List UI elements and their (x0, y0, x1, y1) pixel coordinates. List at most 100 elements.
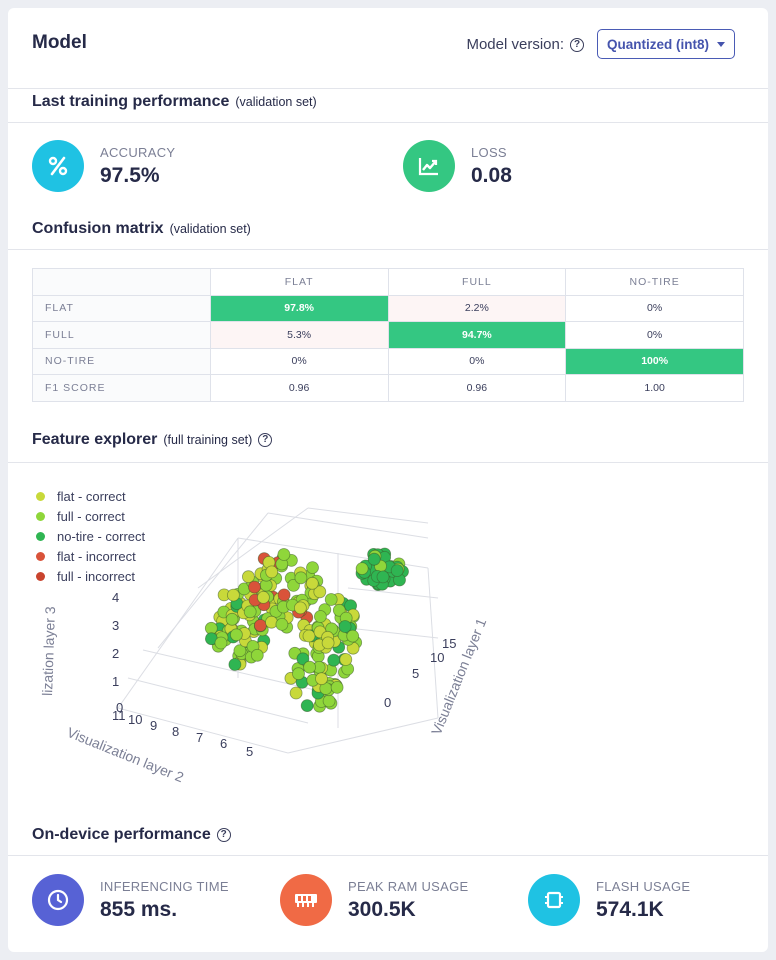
legend-swatch (36, 571, 45, 581)
scatter-point (322, 694, 336, 708)
model-version-select[interactable]: Quantized (int8) (597, 29, 735, 59)
page-title: Model (32, 32, 87, 53)
x-tick: 5 (246, 744, 253, 759)
scatter-point (300, 699, 314, 713)
row-header: FULL (32, 321, 211, 349)
model-version-text: Model version: (466, 36, 564, 53)
scatter-point (275, 617, 289, 631)
scatter-point (228, 658, 242, 671)
scatter-point (303, 660, 317, 674)
scatter-point (277, 548, 291, 561)
legend-swatch (36, 531, 45, 541)
scatter-point (250, 648, 264, 662)
f1-cell: 0.96 (209, 374, 389, 402)
y-tick: 10 (430, 650, 444, 665)
chart-line-icon (403, 140, 455, 192)
flash-usage-stat: FLASH USAGE 574.1K (528, 874, 690, 926)
table-header-row: FLAT FULL NO-TIRE (32, 268, 744, 296)
x-tick: 6 (220, 736, 227, 751)
z-tick: 4 (112, 590, 119, 605)
scatter-point (306, 561, 319, 574)
confusion-section-title: Confusion matrix (validation set) (32, 220, 251, 238)
z-axis-title: lization layer 3 (39, 606, 58, 696)
inferencing-value: 855 ms. (100, 897, 178, 921)
scatter-point (241, 570, 255, 584)
inferencing-time-stat: INFERENCING TIME 855 ms. (32, 874, 229, 926)
accuracy-stat: ACCURACY 97.5% (32, 140, 175, 192)
scatter-point (229, 628, 243, 642)
z-tick: 0 (116, 700, 123, 715)
model-card: Model Model version: ? Quantized (int8) … (8, 8, 768, 952)
scatter-point (339, 653, 353, 666)
scatter-point (305, 576, 319, 590)
scatter-point (338, 620, 352, 633)
matrix-cell: 94.7% (387, 321, 567, 349)
legend-label: no-tire - correct (57, 528, 146, 544)
x-tick: 9 (150, 718, 157, 733)
chip-icon (528, 874, 580, 926)
scatter-point (253, 619, 267, 632)
ram-value: 300.5K (348, 897, 416, 921)
plot-legend: flat - correct full - correct no-tire - … (36, 486, 145, 586)
percent-icon (32, 140, 84, 192)
matrix-cell: 97.8% (209, 294, 389, 322)
scatter-point (390, 564, 404, 577)
scatter-point (214, 636, 228, 650)
column-header: FULL (387, 268, 567, 296)
legend-item[interactable]: full - correct (36, 506, 145, 526)
help-icon[interactable]: ? (570, 37, 584, 52)
legend-swatch (36, 511, 45, 521)
accuracy-label: ACCURACY (100, 144, 176, 160)
legend-item[interactable]: no-tire - correct (36, 526, 145, 546)
plot-grid (117, 507, 439, 754)
table-row: NO-TIRE 0% 0% 100% (32, 347, 744, 375)
table-row: FULL 5.3% 94.7% 0% (32, 321, 744, 349)
x-tick: 11 (112, 708, 126, 723)
scatter-point (302, 629, 316, 643)
help-icon[interactable]: ? (258, 433, 273, 447)
confusion-matrix-table: FLAT FULL NO-TIRE FLAT 97.8% 2.2% 0% FUL… (32, 268, 744, 402)
matrix-cell: 5.3% (209, 321, 389, 349)
scatter-point (313, 585, 327, 599)
model-version-label: Model version: ? (466, 36, 584, 53)
matrix-cell: 0% (387, 347, 567, 375)
scatter-point (313, 610, 327, 623)
scatter-point (321, 636, 335, 650)
legend-label: full - incorrect (57, 568, 136, 584)
matrix-cell: 0% (565, 321, 744, 349)
legend-item[interactable]: full - incorrect (36, 566, 145, 586)
feature-explorer-plot[interactable]: lization layer 3 Visualization layer 2 V… (8, 478, 768, 808)
f1-cell: 1.00 (565, 374, 744, 402)
confusion-title: Confusion matrix (32, 220, 164, 237)
ram-label: PEAK RAM USAGE (348, 878, 469, 894)
scatter-point (256, 591, 270, 604)
explorer-subtitle: (full training set) (163, 433, 253, 447)
scatter-point (327, 653, 341, 667)
divider (8, 855, 768, 856)
plot-points (204, 547, 409, 713)
accuracy-value: 97.5% (100, 163, 160, 187)
z-tick: 2 (112, 646, 119, 661)
model-version-value: Quantized (int8) (607, 36, 709, 52)
scatter-point (233, 644, 247, 658)
divider (8, 249, 768, 250)
matrix-cell: 2.2% (387, 294, 567, 322)
row-header: NO-TIRE (32, 347, 211, 375)
scatter-point (355, 562, 369, 575)
legend-swatch (36, 491, 45, 501)
divider (8, 462, 768, 463)
flash-label: FLASH USAGE (596, 878, 691, 894)
scatter-point (225, 612, 239, 626)
loss-value: 0.08 (471, 163, 512, 187)
legend-item[interactable]: flat - incorrect (36, 546, 145, 566)
scatter-point (330, 680, 344, 694)
model-header: Model Model version: ? Quantized (int8) (8, 8, 768, 78)
x-tick: 10 (128, 712, 142, 727)
scatter-point (293, 601, 307, 615)
scatter-point (346, 629, 360, 643)
divider (8, 88, 768, 89)
legend-item[interactable]: flat - correct (36, 486, 145, 506)
table-row: F1 SCORE 0.96 0.96 1.00 (32, 374, 744, 402)
help-icon[interactable]: ? (216, 828, 231, 842)
divider (8, 122, 768, 123)
